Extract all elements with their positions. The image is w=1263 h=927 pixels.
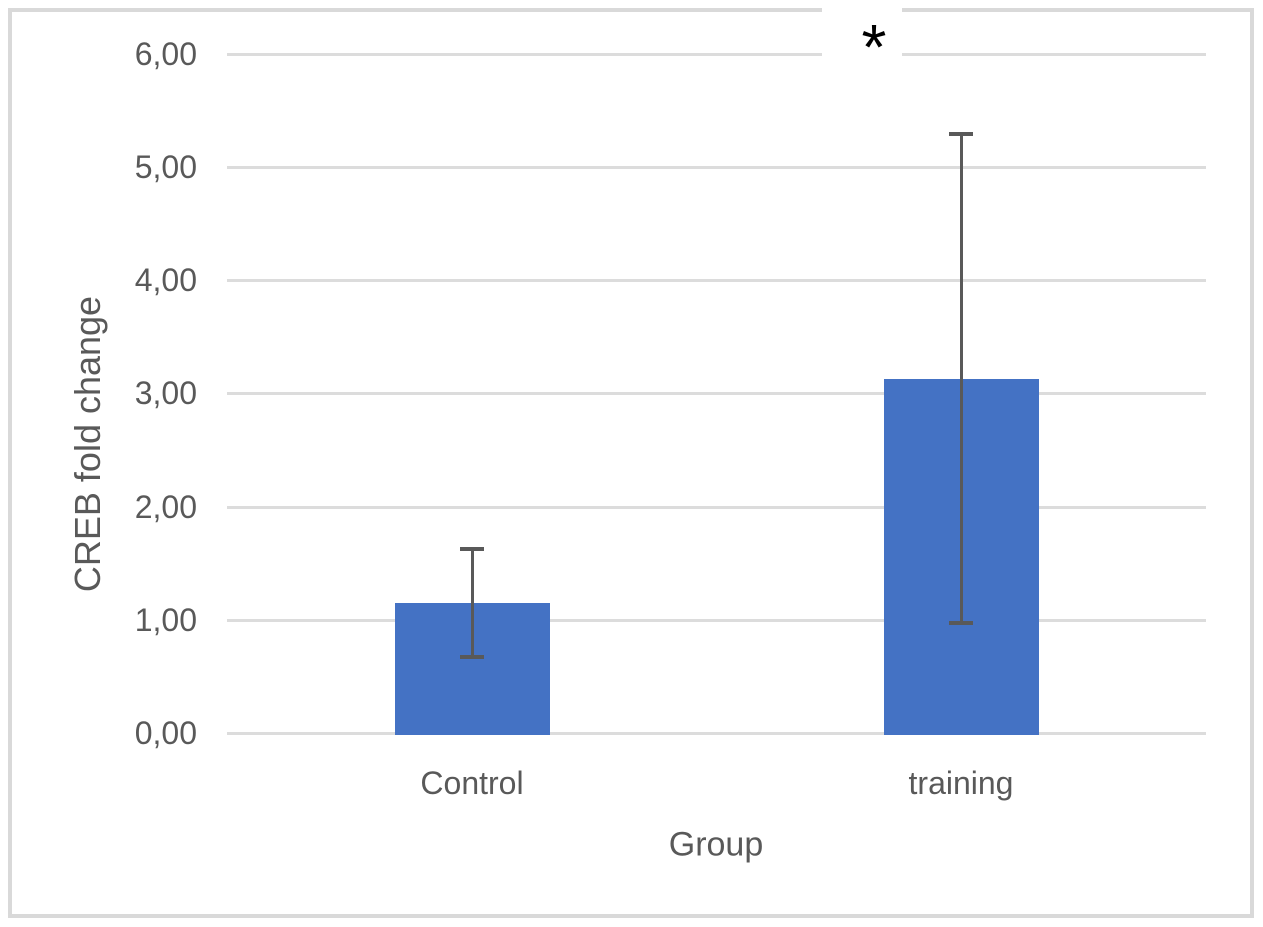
error-bar-cap-bottom-Control [460, 655, 484, 659]
y-axis-title: CREB fold change [67, 295, 108, 593]
gridline-y-0,00 [227, 732, 1206, 735]
gridline-y-2,00 [227, 506, 1206, 509]
significance-asterisk: * [861, 11, 887, 83]
error-bar-cap-bottom-training [949, 621, 973, 625]
chart-frame-border [8, 8, 1254, 918]
error-bar-cap-top-Control [460, 547, 484, 551]
error-bar-line-training [960, 134, 963, 623]
y-tick-label: 0,00 [134, 715, 197, 751]
gridline-y-3,00 [227, 392, 1206, 395]
error-bar-line-Control [471, 549, 474, 657]
gridline-y-6,00 [227, 53, 1206, 56]
y-tick-label: 3,00 [134, 375, 197, 411]
significance-marker-background [822, 0, 902, 62]
y-tick-label: 2,00 [134, 489, 197, 525]
gridline-y-5,00 [227, 166, 1206, 169]
y-tick-label: 1,00 [134, 602, 197, 638]
x-category-label-training: training [908, 765, 1014, 801]
y-tick-label: 5,00 [134, 149, 197, 185]
y-tick-label: 4,00 [134, 262, 197, 298]
error-bar-cap-top-training [949, 132, 973, 136]
y-tick-label: 6,00 [134, 36, 197, 72]
gridline-y-4,00 [227, 279, 1206, 282]
x-category-label-Control: Control [420, 765, 524, 801]
gridline-y-1,00 [227, 619, 1206, 622]
x-axis-title: Group [668, 825, 764, 864]
